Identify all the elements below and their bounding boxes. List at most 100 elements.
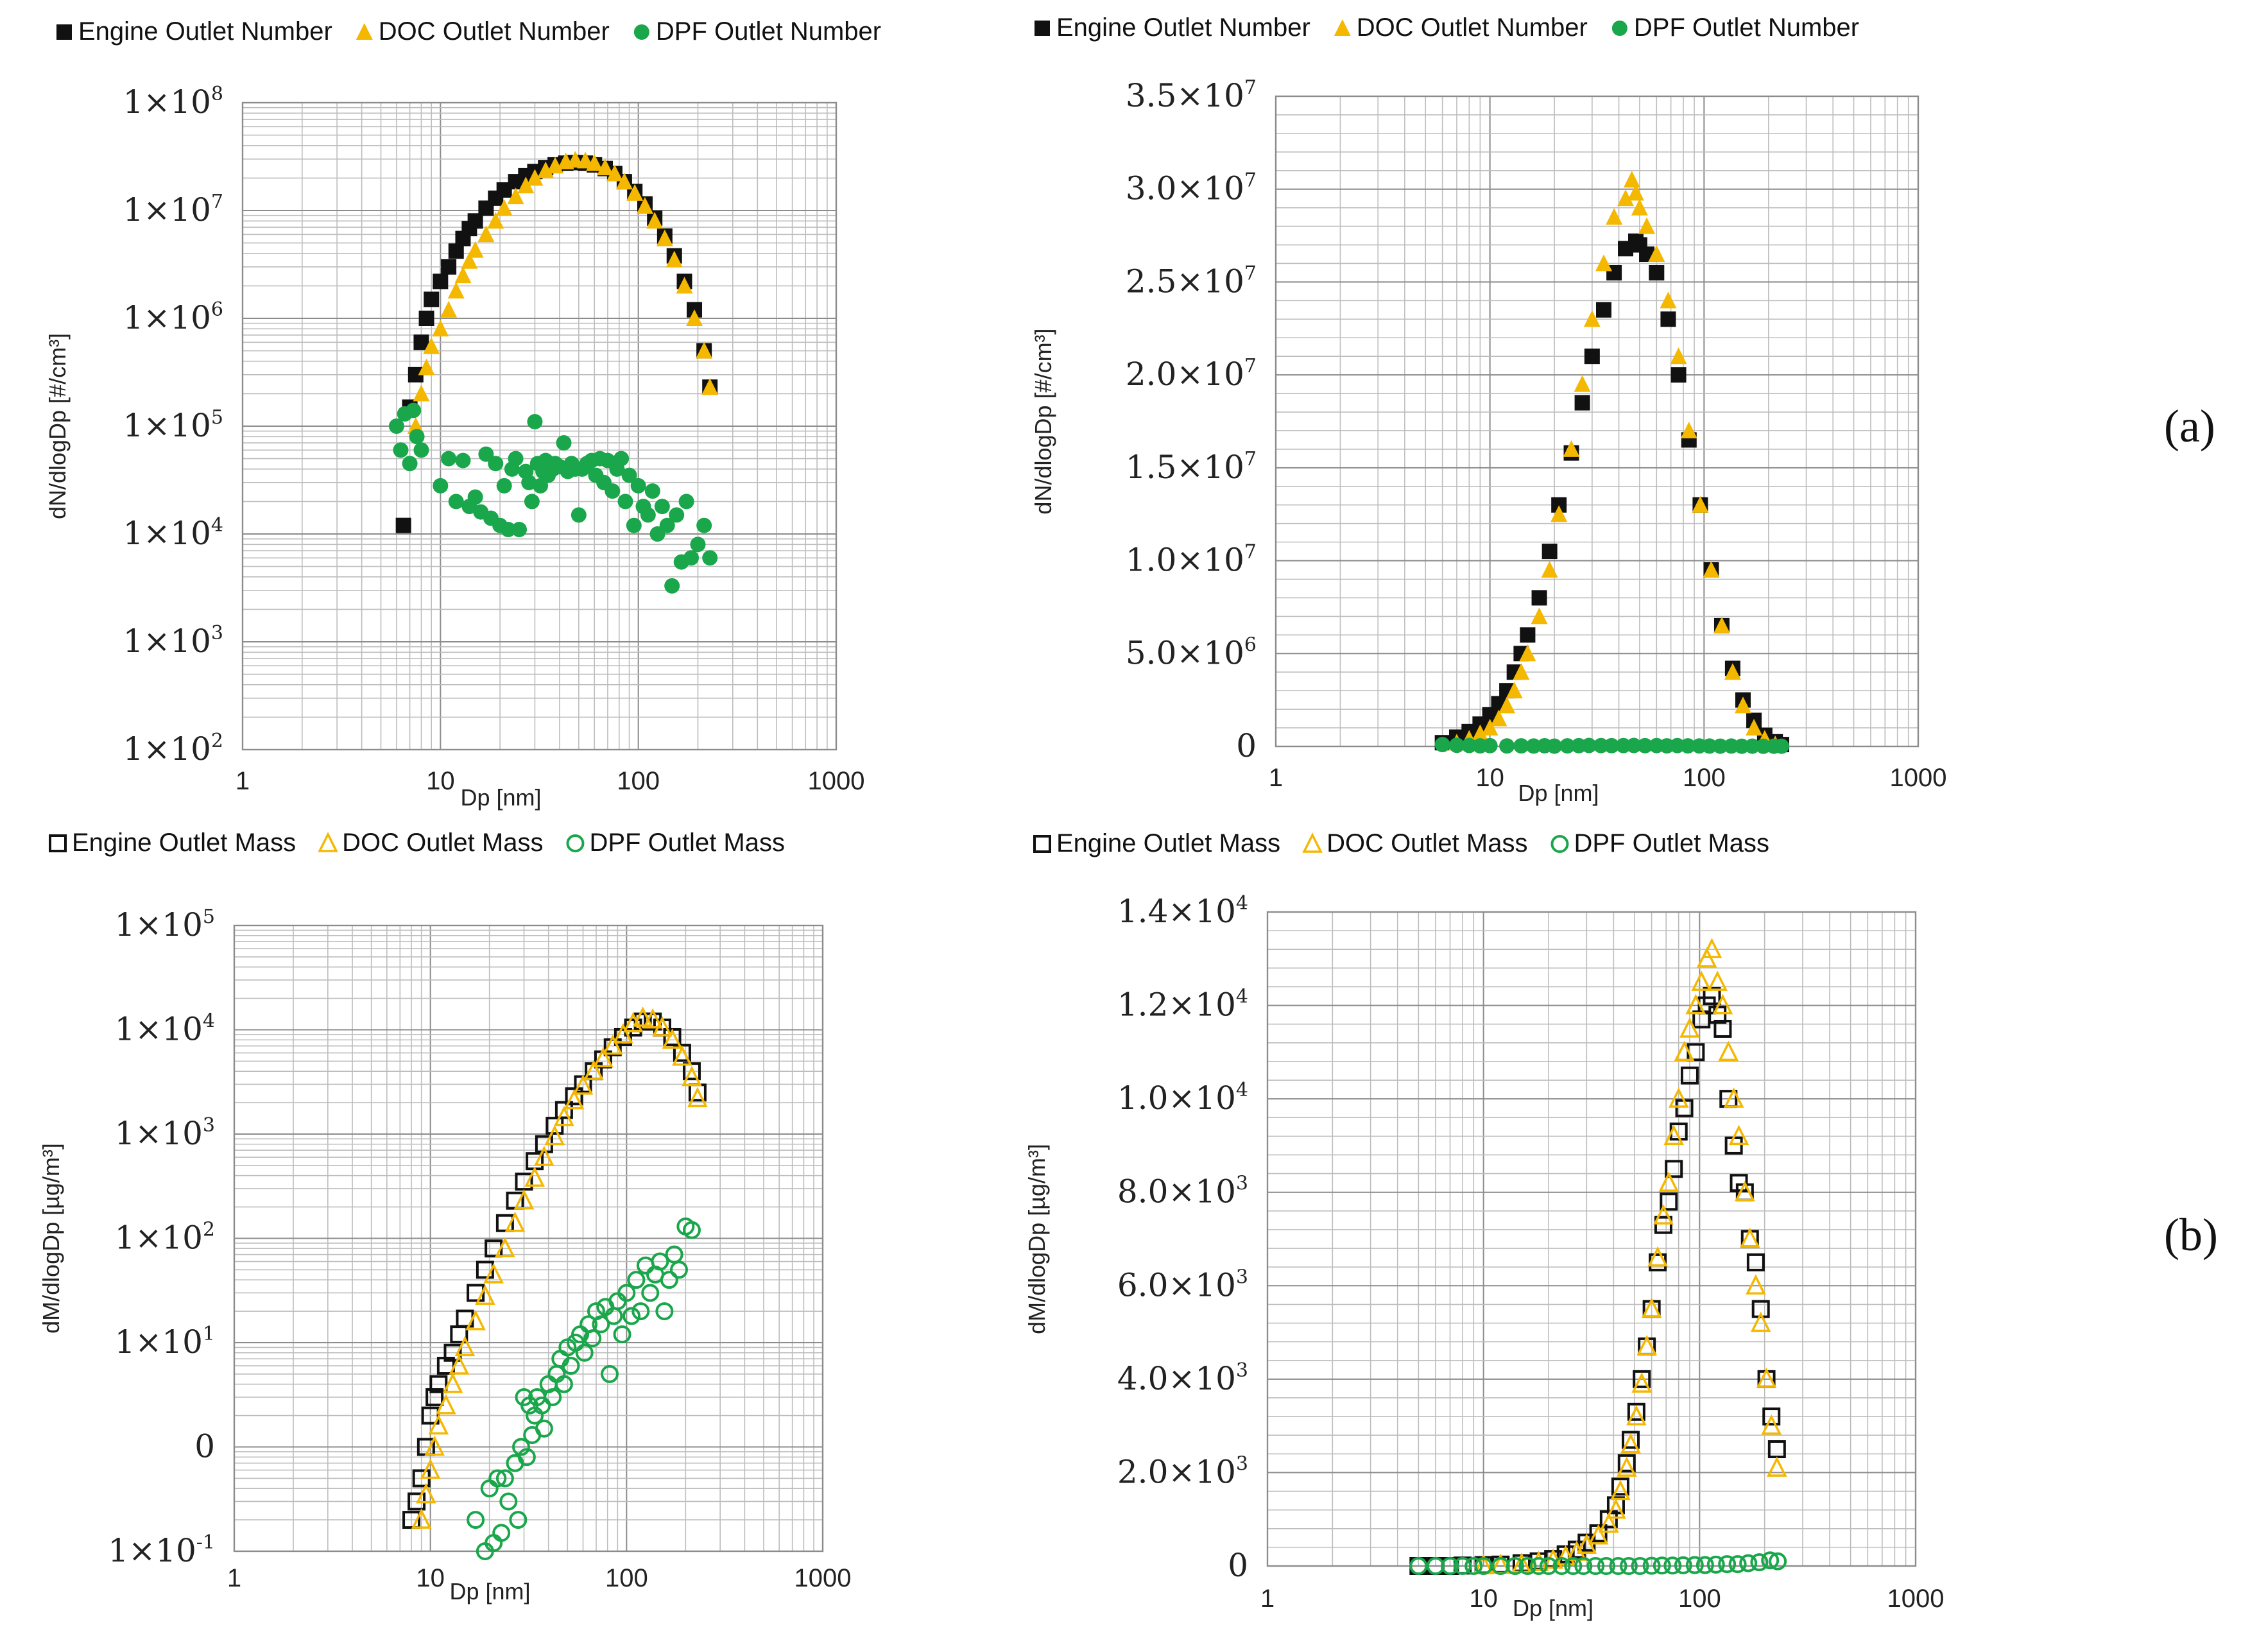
- data-point: [682, 1221, 701, 1239]
- series-doc-outlet-mass: [411, 1006, 708, 1529]
- data-point: [1713, 1019, 1732, 1038]
- data-point: [1617, 1454, 1636, 1472]
- data-point: [665, 250, 683, 268]
- y-tick-label: 0: [1236, 727, 1257, 764]
- data-point: [632, 1006, 653, 1027]
- y-tick-exponent: 7: [211, 191, 223, 213]
- x-tick-label: 10: [416, 1564, 445, 1592]
- y-tick-label: 1.5×107: [1126, 448, 1257, 486]
- series-dpf-outlet-mass: [1409, 1551, 1787, 1575]
- legend-label: Engine Outlet Mass: [72, 829, 296, 857]
- data-point: [1547, 738, 1563, 754]
- y-tick-exponent: 4: [1236, 986, 1248, 1008]
- data-point: [1441, 1557, 1459, 1575]
- data-point: [615, 173, 633, 190]
- data-point: [511, 522, 528, 538]
- data-point: [1604, 737, 1620, 753]
- data-point: [1680, 738, 1696, 754]
- y-axis-label: dM/dlogDp [µg/m³]: [38, 1143, 64, 1334]
- data-point: [631, 1302, 650, 1321]
- data-point: [1746, 1253, 1765, 1271]
- y-tick-base: 1×10: [115, 906, 203, 943]
- y-tick-exponent: 6: [1244, 633, 1257, 656]
- x-tick-label: 1000: [1890, 764, 1947, 792]
- data-point: [487, 212, 504, 229]
- y-tick-exponent: 7: [1244, 262, 1257, 284]
- legend-marker: [1550, 835, 1569, 853]
- data-point: [1552, 1557, 1571, 1575]
- data-point: [556, 435, 572, 451]
- y-tick-label: 1×102: [123, 730, 223, 768]
- y-tick-exponent: 2: [211, 730, 223, 752]
- data-point: [669, 507, 685, 523]
- data-point: [672, 1045, 692, 1066]
- x-tick-label: 1000: [1887, 1585, 1945, 1613]
- legend-item: DPF Outlet Number: [1611, 13, 1859, 42]
- x-tick-label: 1000: [808, 767, 865, 795]
- data-point: [1680, 1066, 1699, 1085]
- data-point: [1531, 590, 1547, 606]
- data-point: [586, 154, 603, 171]
- data-point: [454, 1336, 476, 1357]
- data-point: [1525, 738, 1541, 754]
- data-point: [420, 1458, 441, 1479]
- data-point: [1654, 1216, 1672, 1234]
- legend-label: DOC Outlet Mass: [342, 829, 543, 857]
- data-point: [682, 1065, 702, 1087]
- chart-mass-linear: 1 10 100 100002.0×1034.0×1036.0×1038.0×1031…: [1024, 829, 1944, 1621]
- data-point: [1631, 1372, 1653, 1393]
- data-point: [683, 550, 700, 566]
- data-point: [1454, 1557, 1472, 1575]
- y-tick-label: 1×107: [123, 191, 223, 228]
- data-point: [1606, 208, 1623, 225]
- data-point: [517, 1448, 536, 1467]
- data-point: [597, 159, 614, 176]
- data-point: [627, 1271, 646, 1289]
- data-point: [593, 1047, 614, 1068]
- data-point: [476, 1261, 494, 1279]
- data-point: [492, 1524, 511, 1542]
- data-point: [413, 384, 430, 402]
- data-point: [449, 1354, 470, 1375]
- data-point: [1755, 738, 1771, 754]
- grid: [242, 102, 837, 750]
- data-point: [1472, 724, 1489, 741]
- data-point: [1550, 505, 1568, 522]
- data-point: [1701, 738, 1717, 754]
- data-point: [1735, 696, 1752, 714]
- data-point: [614, 1028, 632, 1046]
- data-point: [678, 494, 694, 510]
- data-point: [402, 1511, 421, 1529]
- series-doc-outlet-number: [407, 151, 719, 434]
- data-point: [1692, 495, 1709, 513]
- data-point: [1637, 737, 1653, 753]
- data-point: [1641, 1297, 1662, 1318]
- y-axis-label: dN/dlogDp [#/cm³]: [44, 333, 71, 519]
- data-point: [495, 199, 513, 216]
- y-tick-label: 8.0×103: [1117, 1173, 1248, 1210]
- y-tick-label: 1.0×107: [1126, 541, 1257, 579]
- data-point: [1617, 189, 1635, 207]
- data-point: [1518, 1557, 1537, 1575]
- data-point: [424, 1435, 445, 1456]
- data-point: [1761, 1414, 1782, 1435]
- x-tick-label: 10: [426, 767, 455, 795]
- data-point: [1461, 737, 1477, 753]
- data-point: [1529, 1557, 1548, 1575]
- data-point: [1744, 738, 1760, 754]
- data-point: [613, 1023, 633, 1044]
- data-point: [1767, 1440, 1786, 1459]
- y-tick-exponent: 6: [211, 298, 223, 321]
- data-point: [1663, 1556, 1682, 1575]
- y-tick-base: 0: [1236, 727, 1257, 764]
- data-point: [696, 341, 713, 359]
- data-point: [1596, 302, 1612, 318]
- data-point: [1653, 1556, 1671, 1575]
- data-point: [1474, 1557, 1493, 1575]
- data-point: [687, 1087, 708, 1108]
- legend-label: DPF Outlet Number: [1634, 13, 1859, 42]
- y-tick-base: 1×10: [123, 83, 211, 121]
- y-tick-label: 0: [1228, 1547, 1248, 1584]
- y-tick-exponent: -1: [196, 1531, 215, 1554]
- x-tick-label: 1000: [794, 1564, 852, 1592]
